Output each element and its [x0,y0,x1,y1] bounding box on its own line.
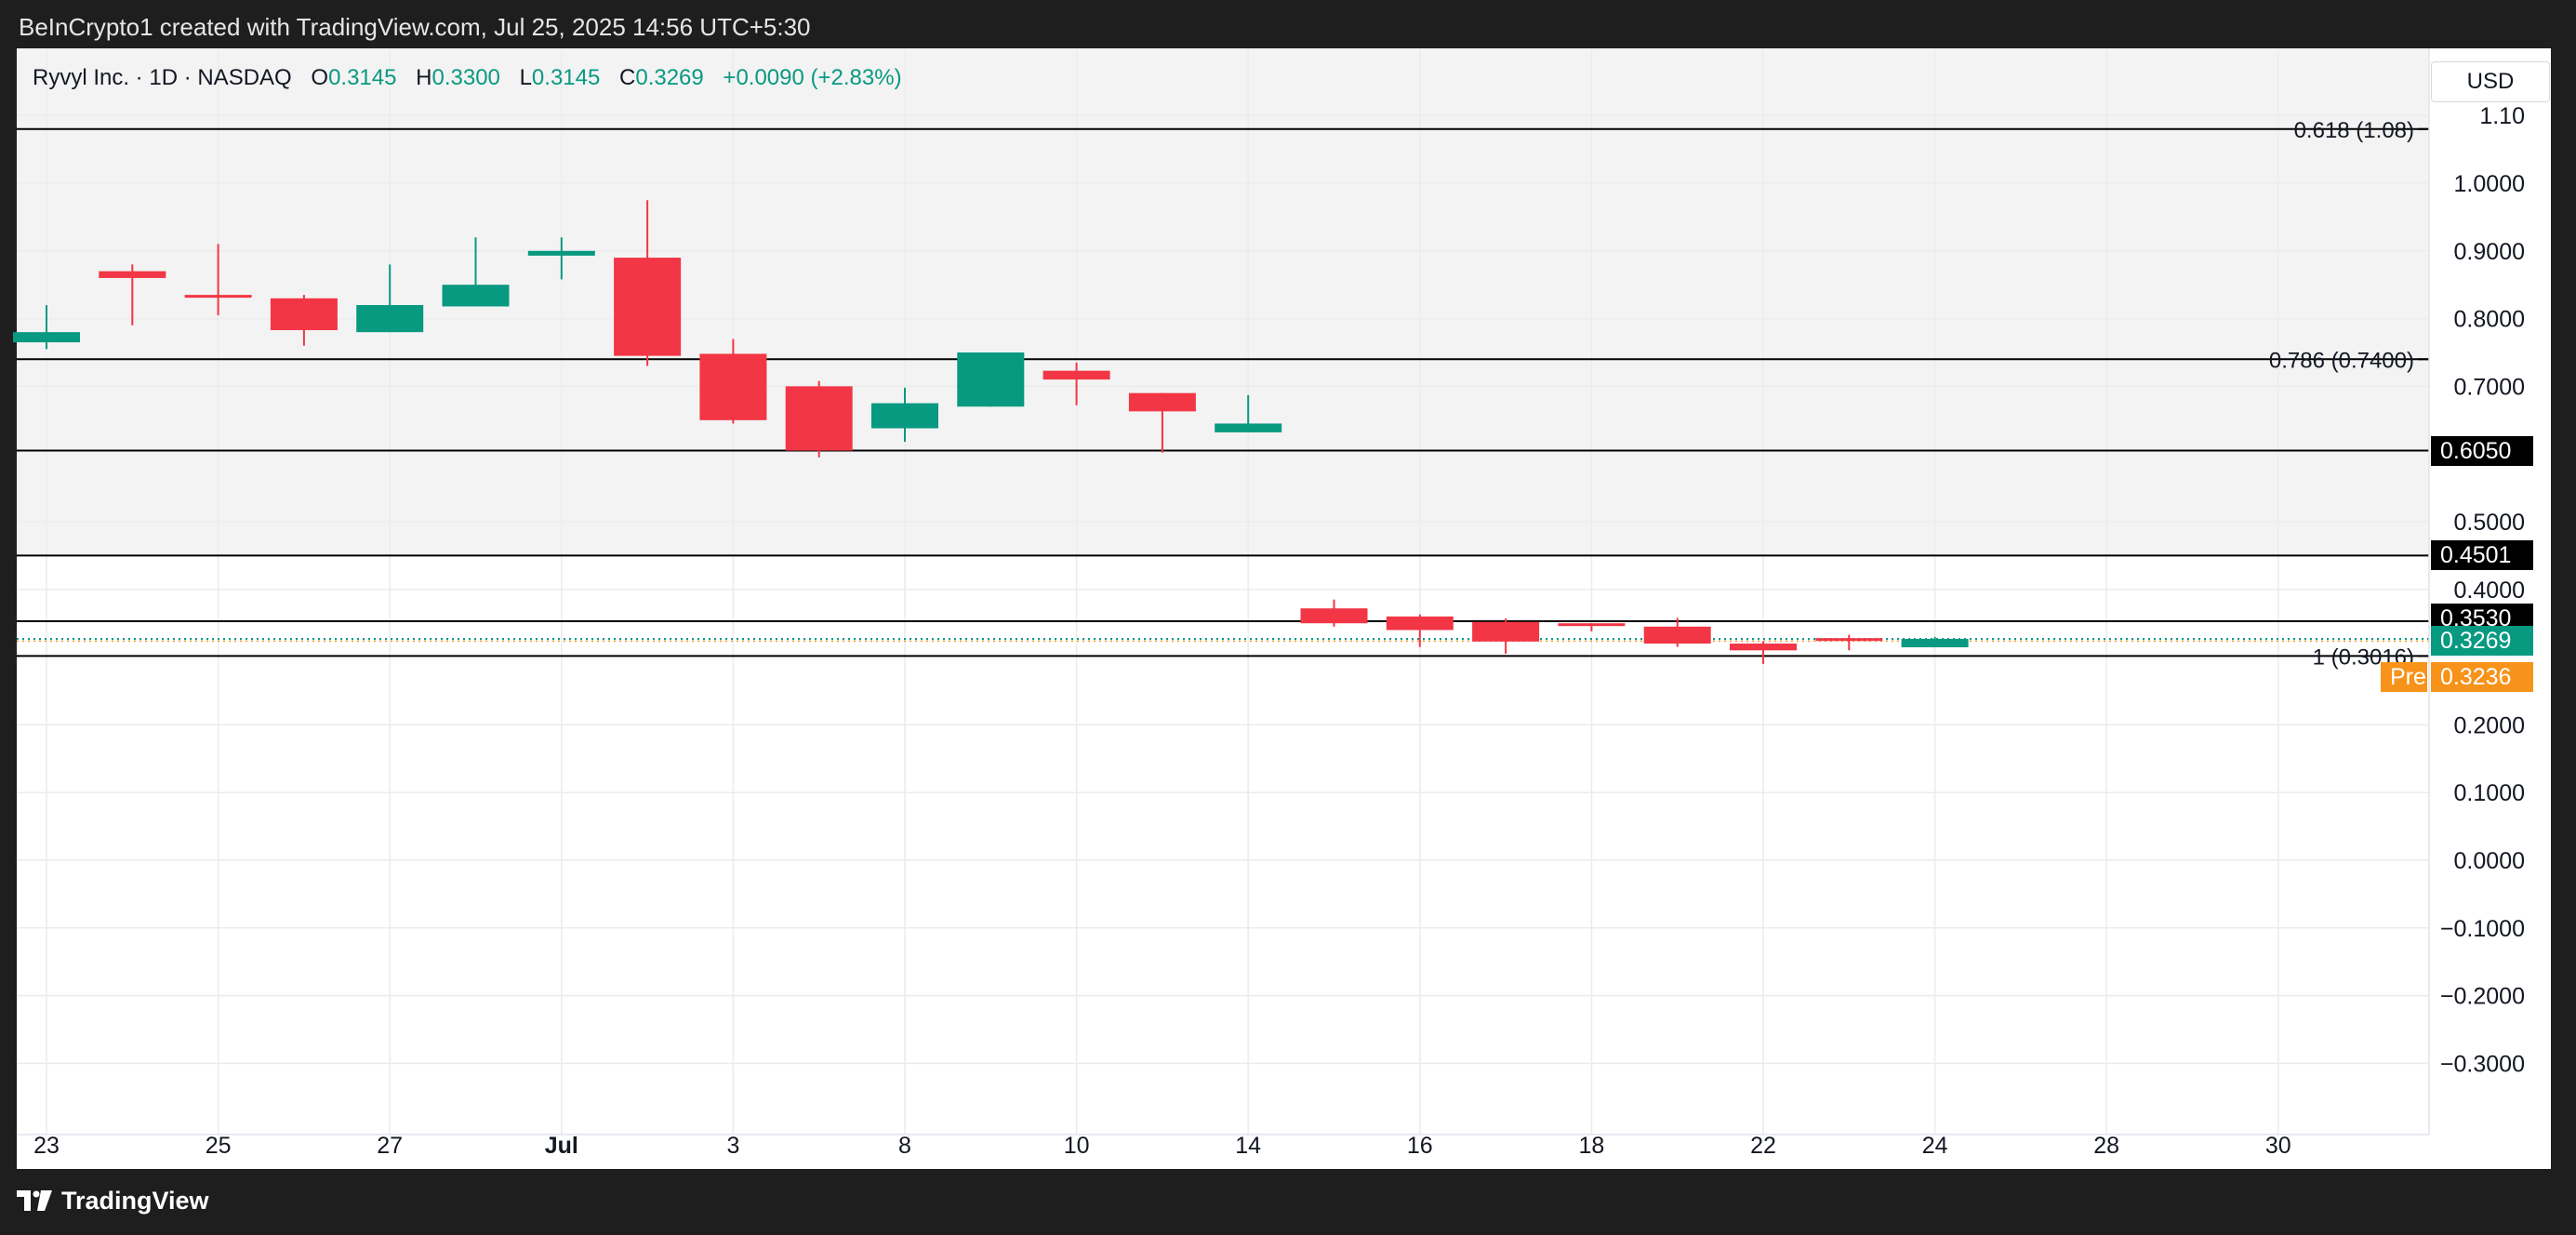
x-tick-label: 30 [2265,1133,2291,1159]
candle-up [13,332,80,343]
y-tick-label: 0.2000 [2454,712,2525,738]
x-tick-label: 14 [1235,1133,1261,1159]
x-tick-label: 16 [1407,1133,1433,1159]
x-tick-label: 3 [726,1133,739,1159]
candle-down [614,258,682,356]
symbol-name: Ryvyl Inc. · 1D · NASDAQ [33,65,292,90]
level-label: 0.618 (1.08) [2294,118,2414,143]
candle-down [1815,638,1883,642]
high-label: H [416,65,432,90]
candle-down [1730,644,1797,651]
x-tick-label: 8 [898,1133,911,1159]
low-value: 0.3145 [531,65,601,90]
x-tick-label: 24 [1922,1133,1948,1159]
currency-button[interactable]: USD [2431,61,2550,102]
high-value: 0.3300 [432,65,500,90]
candle-up [442,285,510,307]
y-tick-label: 0.4000 [2454,578,2525,604]
candle-up [871,403,938,429]
level-label: 0.786 (0.7400) [2269,348,2414,373]
candle-down [1643,626,1711,644]
price-axis [2429,48,2551,1135]
level-price-tag: 0.6050 [2431,435,2533,466]
y-tick-label: 1.0000 [2454,171,2525,197]
change-value: +0.0090 (+2.83%) [723,65,902,90]
x-tick-label: 18 [1578,1133,1604,1159]
x-tick-label: 23 [33,1133,60,1159]
candle-down [1558,623,1626,627]
x-tick-label: 22 [1750,1133,1776,1159]
open-value: 0.3145 [328,65,397,90]
x-tick-label: 27 [377,1133,403,1159]
y-tick-label: 0.9000 [2454,239,2525,265]
level-price-tag: 0.4501 [2431,540,2533,571]
bottom-bar: TradingView [0,1169,2576,1235]
candle-up [957,352,1025,407]
candle-down [1300,608,1368,624]
y-tick-label: −0.2000 [2440,984,2525,1010]
x-tick-label: 28 [2093,1133,2119,1159]
y-tick-label: 0.8000 [2454,307,2525,333]
brand-name: TradingView [61,1186,209,1215]
candle-down [270,298,338,330]
attribution-text: BeInCrypto1 created with TradingView.com… [19,13,811,41]
candle-down [785,386,853,451]
tradingview-logo[interactable]: TradingView [17,1182,209,1219]
tradingview-icon [17,1190,52,1211]
last-price-tag: 0.3269 [2431,626,2533,657]
candle-up [527,250,595,256]
candle-down [1128,392,1196,412]
candle-down [99,271,166,278]
candle-up [1215,423,1282,432]
candle-down [1472,621,1540,642]
candle-down [1386,616,1454,631]
candle-down [184,295,252,299]
low-label: L [519,65,532,90]
x-tick-label: Jul [545,1133,578,1159]
y-tick-label: 0.5000 [2454,510,2525,536]
candle-down [1042,370,1110,380]
top-bar: BeInCrypto1 created with TradingView.com… [0,0,2576,48]
candle-up [1901,639,1969,648]
pre-market-badge: Pre [2381,661,2427,692]
y-tick-label: 1.10 [2479,103,2525,129]
candle-down [699,353,767,420]
pre-market-price-tag: 0.3236 [2431,661,2533,692]
y-tick-label: 0.7000 [2454,374,2525,400]
x-tick-label: 25 [206,1133,232,1159]
close-label: C [619,65,636,90]
symbol-legend: Ryvyl Inc. · 1D · NASDAQ O0.3145 H0.3300… [33,65,902,91]
close-value: 0.3269 [635,65,704,90]
y-tick-label: 0.0000 [2454,848,2525,874]
x-tick-label: 10 [1064,1133,1090,1159]
shaded-zone [17,48,2429,556]
open-label: O [311,65,329,90]
y-tick-label: −0.3000 [2440,1051,2525,1077]
y-tick-label: 0.1000 [2454,780,2525,806]
candle-up [356,305,424,333]
y-tick-label: −0.1000 [2440,916,2525,942]
